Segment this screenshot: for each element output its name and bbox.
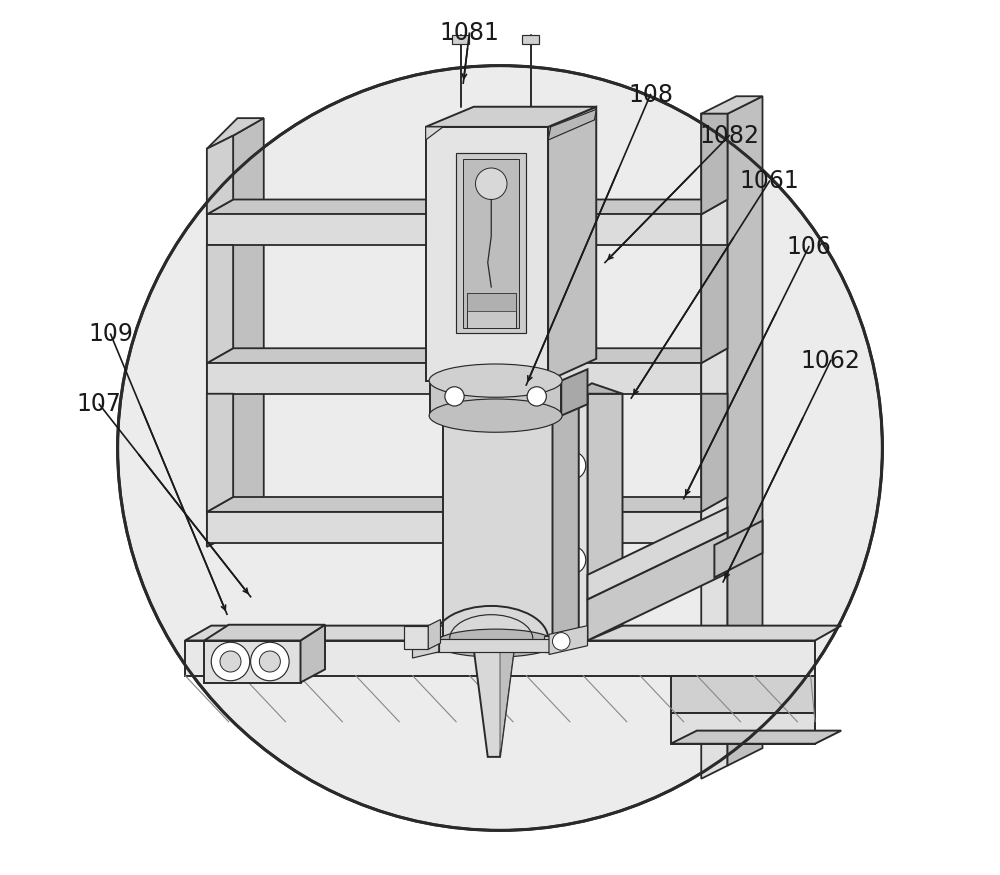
Polygon shape (714, 521, 763, 578)
Polygon shape (207, 136, 233, 214)
Polygon shape (671, 731, 841, 744)
Polygon shape (204, 640, 301, 682)
Circle shape (552, 633, 570, 650)
Polygon shape (701, 394, 728, 512)
Polygon shape (549, 626, 588, 654)
Polygon shape (557, 394, 588, 652)
Circle shape (118, 66, 882, 830)
Ellipse shape (429, 399, 562, 432)
Polygon shape (553, 399, 579, 640)
Polygon shape (467, 293, 516, 311)
Polygon shape (434, 636, 439, 652)
Ellipse shape (435, 629, 556, 657)
Circle shape (527, 387, 546, 406)
Polygon shape (207, 394, 233, 512)
Polygon shape (301, 625, 325, 682)
Polygon shape (443, 411, 553, 640)
Circle shape (251, 642, 289, 681)
Polygon shape (456, 153, 526, 332)
Ellipse shape (429, 364, 562, 397)
Text: 1082: 1082 (699, 123, 759, 148)
Polygon shape (233, 118, 264, 534)
Polygon shape (404, 626, 428, 649)
Polygon shape (207, 118, 264, 149)
Polygon shape (561, 369, 588, 416)
Polygon shape (207, 497, 728, 512)
Polygon shape (452, 35, 469, 44)
Text: 1081: 1081 (439, 21, 499, 46)
Polygon shape (548, 109, 596, 140)
Polygon shape (588, 507, 728, 599)
Circle shape (220, 651, 241, 672)
Polygon shape (701, 245, 728, 363)
Text: 1062: 1062 (801, 348, 861, 373)
Polygon shape (522, 35, 539, 44)
Polygon shape (588, 532, 728, 640)
Circle shape (445, 387, 464, 406)
Text: 109: 109 (88, 322, 133, 346)
Circle shape (259, 651, 280, 672)
Polygon shape (207, 136, 233, 547)
Polygon shape (588, 394, 622, 640)
Polygon shape (185, 640, 815, 676)
Polygon shape (426, 127, 443, 140)
Polygon shape (204, 625, 325, 640)
Polygon shape (701, 114, 728, 779)
Polygon shape (439, 637, 558, 649)
Polygon shape (548, 107, 596, 381)
Polygon shape (467, 293, 516, 328)
Circle shape (558, 546, 586, 574)
Polygon shape (207, 348, 728, 363)
Circle shape (476, 168, 507, 200)
Polygon shape (671, 676, 815, 713)
Polygon shape (207, 200, 728, 214)
Polygon shape (544, 636, 549, 652)
Polygon shape (185, 626, 841, 640)
Text: 108: 108 (628, 82, 673, 107)
Polygon shape (671, 713, 815, 744)
Polygon shape (426, 127, 548, 381)
Polygon shape (428, 620, 441, 649)
Circle shape (558, 452, 586, 480)
Text: 106: 106 (786, 234, 831, 259)
Polygon shape (439, 639, 549, 652)
Polygon shape (701, 114, 728, 214)
Circle shape (211, 642, 250, 681)
Polygon shape (207, 214, 701, 245)
Polygon shape (500, 649, 514, 757)
Text: 1061: 1061 (740, 169, 799, 193)
Polygon shape (463, 159, 519, 328)
Polygon shape (207, 245, 233, 363)
Polygon shape (701, 96, 763, 114)
Polygon shape (557, 383, 622, 404)
Polygon shape (426, 107, 596, 127)
Polygon shape (430, 381, 561, 416)
Text: 107: 107 (77, 392, 122, 416)
Polygon shape (474, 649, 514, 757)
Polygon shape (728, 96, 763, 766)
Polygon shape (207, 512, 701, 542)
Polygon shape (207, 363, 701, 394)
Polygon shape (413, 632, 439, 658)
